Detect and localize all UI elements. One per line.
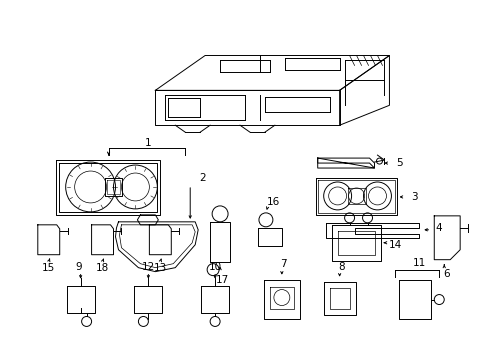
- Text: 11: 11: [412, 258, 425, 268]
- Text: 12: 12: [142, 262, 155, 272]
- Text: 15: 15: [42, 263, 55, 273]
- Text: 8: 8: [338, 262, 344, 272]
- Text: 6: 6: [442, 269, 448, 279]
- Text: 7: 7: [280, 259, 286, 269]
- Text: 14: 14: [388, 240, 401, 250]
- Text: 5: 5: [395, 158, 402, 168]
- Text: 17: 17: [215, 275, 228, 285]
- Text: 2: 2: [199, 173, 205, 183]
- Text: 9: 9: [75, 262, 82, 272]
- Text: 4: 4: [435, 223, 442, 233]
- Text: 13: 13: [153, 263, 166, 273]
- Text: 18: 18: [96, 263, 109, 273]
- Text: 10: 10: [208, 262, 221, 272]
- Text: 1: 1: [145, 138, 151, 148]
- Text: 3: 3: [410, 192, 417, 202]
- Text: 16: 16: [267, 197, 280, 207]
